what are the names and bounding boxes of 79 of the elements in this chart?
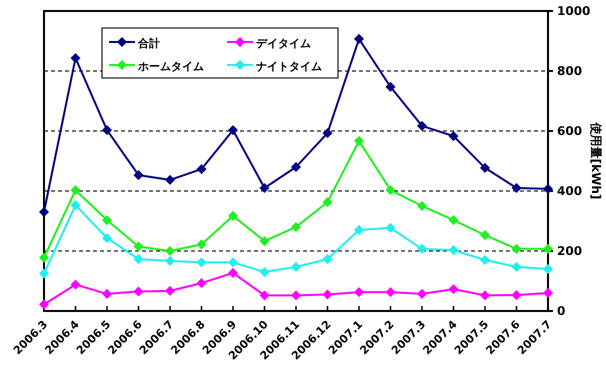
point [291, 162, 301, 172]
point [512, 183, 522, 193]
point [386, 287, 396, 298]
point [102, 125, 112, 136]
y-tick-label: 1000 [557, 4, 590, 18]
point [39, 207, 49, 217]
point [512, 290, 522, 300]
point [512, 244, 522, 254]
point [322, 290, 332, 300]
point [512, 262, 522, 272]
point [228, 268, 238, 278]
point [354, 136, 364, 146]
point [39, 252, 49, 263]
point [417, 201, 427, 211]
point [448, 131, 458, 142]
point [165, 246, 175, 256]
y-tick-label: 600 [557, 124, 582, 138]
point [291, 262, 301, 272]
point [260, 183, 270, 193]
point [480, 290, 490, 300]
point [448, 245, 458, 256]
point [134, 254, 144, 264]
point [480, 255, 490, 265]
point [165, 174, 175, 185]
point [417, 120, 427, 131]
point [228, 210, 238, 221]
point [386, 82, 396, 92]
point [543, 244, 553, 254]
point [386, 222, 396, 233]
point [196, 164, 206, 174]
point [102, 233, 112, 244]
point [448, 284, 458, 294]
point [165, 286, 175, 296]
point [322, 197, 332, 208]
point [543, 288, 553, 298]
y-axis-title: 使用量[kWh] [589, 122, 603, 200]
point [228, 257, 238, 268]
point [228, 125, 238, 136]
point [134, 170, 144, 180]
point [480, 230, 490, 240]
point [260, 267, 270, 277]
point [260, 290, 270, 300]
point [322, 254, 332, 264]
point [322, 128, 332, 138]
legend-label: ナイトタイム [256, 60, 322, 73]
point [417, 244, 427, 254]
legend-label: 合計 [137, 37, 160, 50]
point [70, 280, 80, 290]
y-tick-label: 0 [557, 304, 566, 318]
point [291, 290, 301, 300]
point [386, 185, 396, 196]
point [196, 239, 206, 250]
point [39, 299, 49, 310]
point [102, 288, 112, 299]
point [102, 215, 112, 226]
point [70, 200, 80, 210]
point [543, 184, 553, 194]
point [196, 257, 206, 268]
point [165, 256, 175, 266]
point [417, 288, 427, 299]
point [70, 185, 80, 196]
point [134, 286, 144, 296]
point [354, 34, 364, 44]
point [39, 268, 49, 278]
point [70, 53, 80, 64]
point [260, 236, 270, 246]
y-tick-label: 800 [557, 64, 582, 78]
y-tick-label: 200 [557, 244, 582, 258]
point [134, 242, 144, 252]
point [448, 215, 458, 226]
legend-label: デイタイム [256, 37, 311, 50]
y-tick-label: 400 [557, 184, 582, 198]
point [196, 278, 206, 288]
point [291, 222, 301, 232]
point [543, 264, 553, 274]
point [480, 162, 490, 173]
point [354, 225, 364, 235]
legend-label: ホームタイム [137, 60, 204, 73]
point [354, 287, 364, 298]
